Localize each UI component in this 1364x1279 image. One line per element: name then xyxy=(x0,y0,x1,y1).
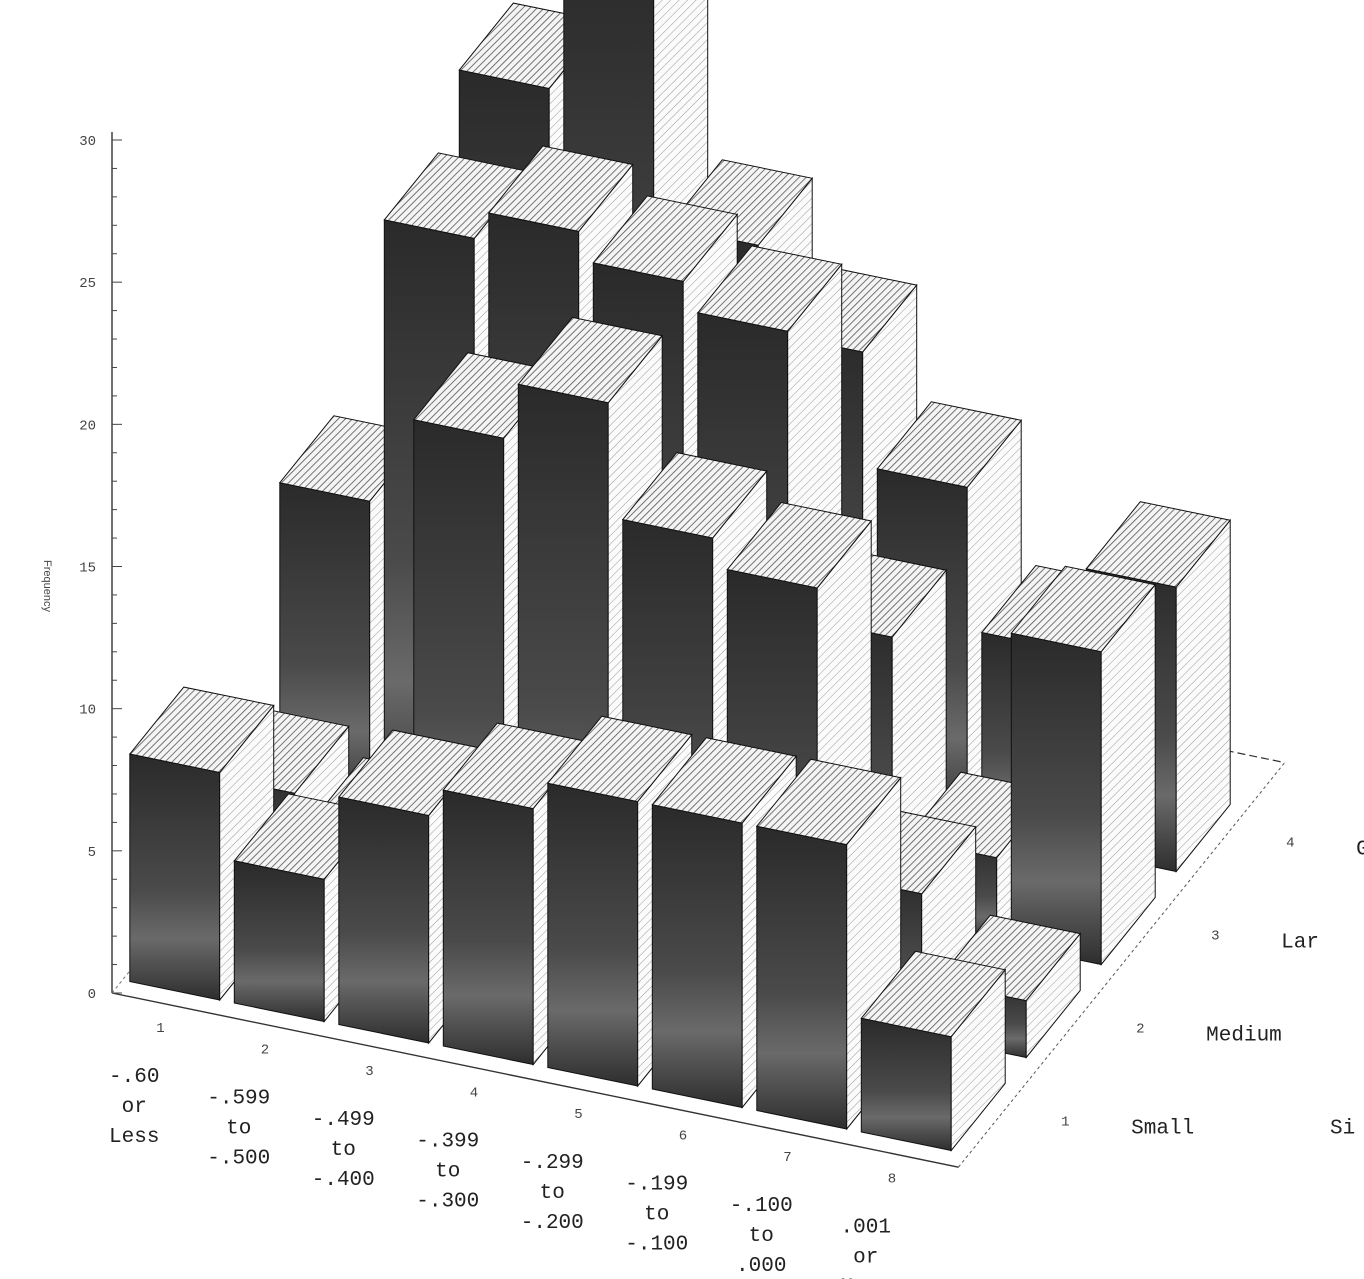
y-tick-label: 25 xyxy=(79,276,96,292)
y-axis: 0 5 10 15 20 25 30 xyxy=(79,134,122,1003)
bar-top-face xyxy=(592,195,739,282)
bar-top-face xyxy=(487,145,634,232)
y-tick-label: 5 xyxy=(88,845,96,861)
bar-front-face xyxy=(756,825,848,1130)
size-index-label: 4 xyxy=(1286,836,1294,852)
bar-top-face xyxy=(1010,565,1157,653)
bar-top-face xyxy=(1085,501,1232,588)
x-category-label: -.199 to -.100 xyxy=(625,1173,688,1256)
depth-axis-line xyxy=(958,762,1286,1168)
y-tick-label: 15 xyxy=(79,561,96,577)
bar-top-face xyxy=(876,401,1023,488)
x-index-label: 4 xyxy=(470,1085,478,1101)
bar-front-face xyxy=(338,796,430,1044)
y-tick-label: 10 xyxy=(79,703,96,719)
size-series-label: Gi xyxy=(1356,839,1364,862)
bar-front-face xyxy=(651,804,743,1109)
bar-top-face xyxy=(726,501,873,589)
size-series-label: Small xyxy=(1131,1118,1194,1141)
y-axis-label: Frequency xyxy=(41,560,53,612)
x-category-label: -.599 to -.500 xyxy=(207,1087,270,1170)
bar-top-face xyxy=(621,452,768,539)
size-index-label: 2 xyxy=(1136,1022,1144,1038)
size-axis: 1 2 3 4 Small Medium Lar Gi Si xyxy=(1061,836,1364,1141)
y-tick-label: 0 xyxy=(88,987,96,1003)
bar-front-face xyxy=(233,860,325,1023)
bar xyxy=(860,950,1007,1152)
x-index-label: 7 xyxy=(783,1150,791,1166)
bar-front-face xyxy=(129,753,221,1001)
x-category-label: -.399 to -.300 xyxy=(416,1130,479,1213)
bar-front-face xyxy=(442,789,534,1066)
bar-top-face xyxy=(517,316,664,404)
y-tick-label: 30 xyxy=(79,134,96,150)
size-index-label: 1 xyxy=(1061,1115,1069,1131)
bars-group xyxy=(128,0,1232,1152)
bar-top-face xyxy=(755,758,902,846)
x-index-label: 6 xyxy=(679,1128,687,1144)
x-category-label: .001orMore xyxy=(841,1216,891,1279)
x-index-label: 3 xyxy=(365,1064,373,1080)
x-category-label: -.499 to -.400 xyxy=(312,1109,375,1192)
bar-top-face xyxy=(696,245,843,332)
bar xyxy=(1010,565,1157,966)
bar-front-face xyxy=(547,782,639,1087)
bar-top-face xyxy=(860,950,1007,1038)
x-axis-line xyxy=(111,992,959,1168)
x-category-label: -.100 to .000 xyxy=(730,1195,793,1278)
x-axis: 1 2 3 4 5 6 7 8 -.60 or Less -.599 to -.500 -.499 to -.4… xyxy=(109,1021,896,1279)
size-series-label: Lar xyxy=(1281,932,1319,955)
y-tick-label: 20 xyxy=(79,418,96,434)
bar-top-face xyxy=(128,686,275,774)
bar-front-face xyxy=(1010,632,1102,966)
x-index-label: 5 xyxy=(574,1107,582,1123)
x-index-label: 8 xyxy=(888,1171,896,1187)
bar-top-face xyxy=(546,715,693,803)
x-index-label: 2 xyxy=(261,1042,269,1058)
x-category-label: -.299 to -.200 xyxy=(521,1152,584,1235)
bar-top-face xyxy=(651,737,798,824)
x-index-label: 1 xyxy=(156,1021,164,1037)
x-category-label: -.60 or Less xyxy=(109,1066,159,1149)
size-axis-title: Si xyxy=(1330,1118,1355,1141)
size-series-label: Medium xyxy=(1206,1025,1282,1048)
bar-front-face xyxy=(860,1017,952,1152)
size-index-label: 3 xyxy=(1211,929,1219,945)
